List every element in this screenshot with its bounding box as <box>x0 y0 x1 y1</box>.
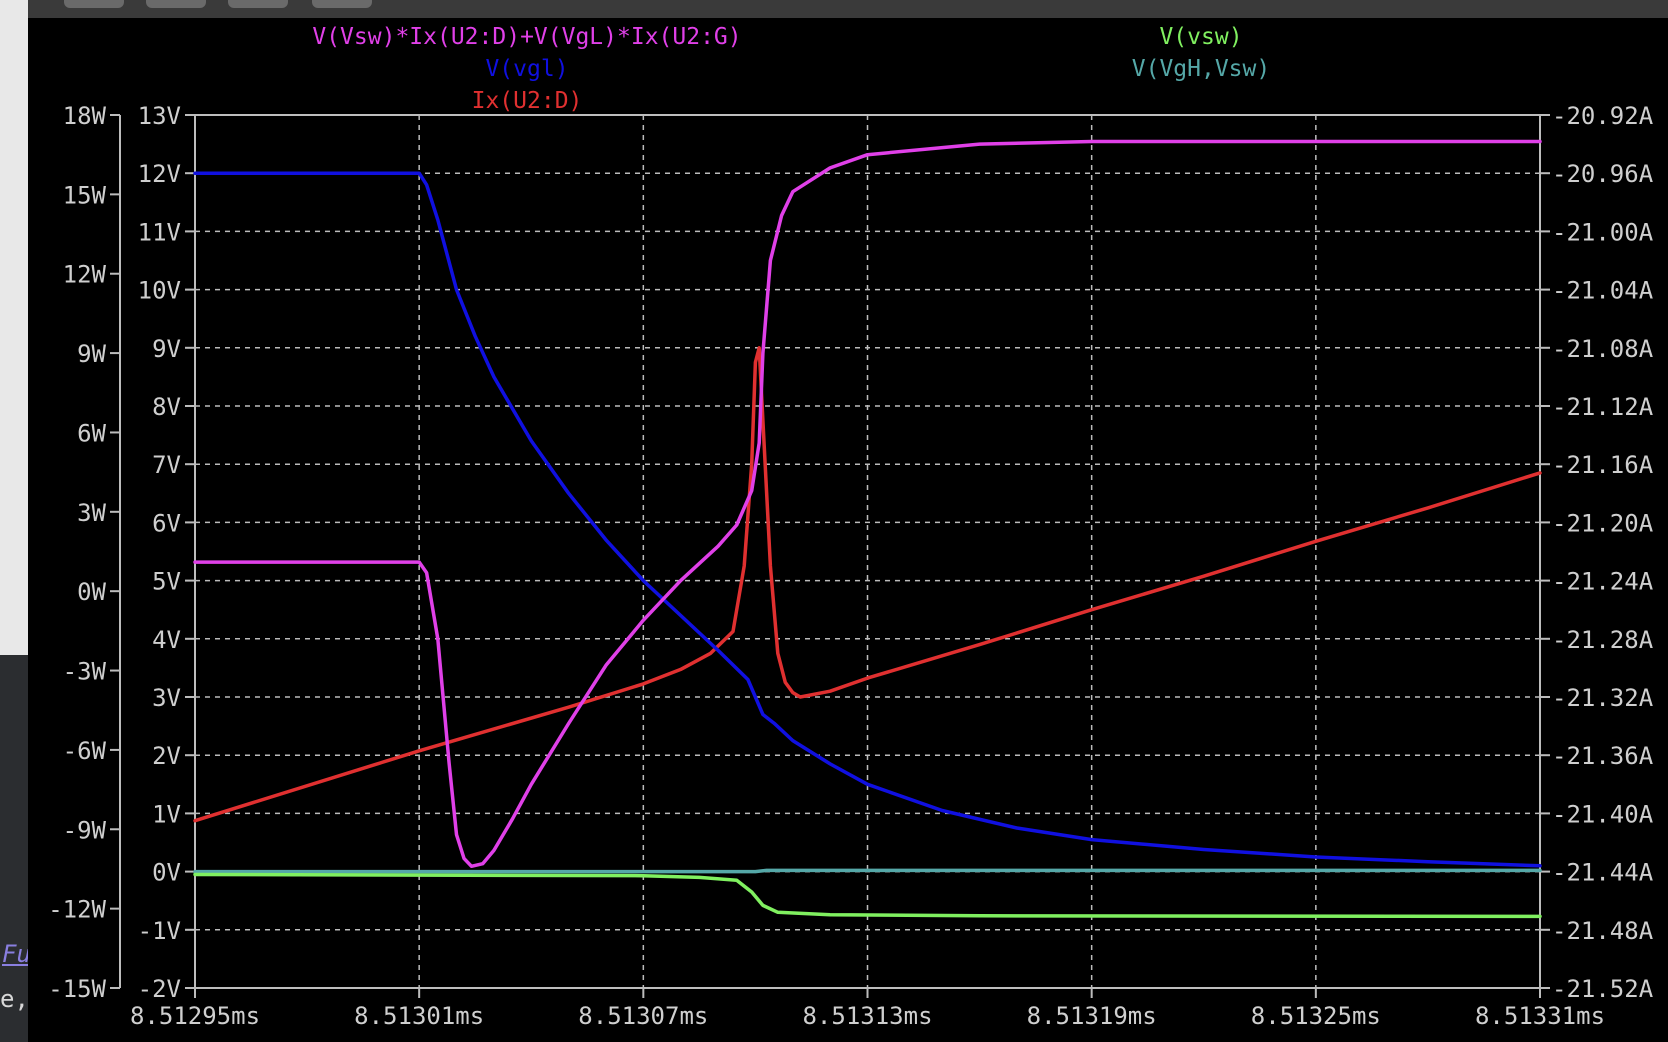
power-tick-label: -3W <box>63 658 107 686</box>
voltage-tick-label: 2V <box>152 742 181 770</box>
voltage-tick-label: 10V <box>138 277 181 305</box>
voltage-tick-label: 3V <box>152 684 181 712</box>
current-tick-label: -21.52A <box>1552 975 1654 1003</box>
trace-v-vgh-vsw[interactable] <box>193 868 1542 874</box>
voltage-tick-label: 5V <box>152 568 181 596</box>
current-tick-label: -20.96A <box>1552 160 1654 188</box>
power-tick-label: 9W <box>77 340 106 368</box>
power-tick-label: -6W <box>63 737 107 765</box>
voltage-tick-label: -1V <box>138 917 181 945</box>
power-tick-label: -12W <box>48 896 106 924</box>
toolbar-button-1[interactable] <box>64 0 124 8</box>
voltage-tick-label: -2V <box>138 975 181 1003</box>
current-tick-label: -21.00A <box>1552 218 1654 246</box>
plot-window-toolbar <box>28 0 1668 18</box>
current-tick-label: -21.44A <box>1552 859 1654 887</box>
current-tick-label: -20.92A <box>1552 102 1654 130</box>
power-tick-label: 15W <box>63 181 107 209</box>
power-tick-label: -15W <box>48 975 106 1003</box>
voltage-tick-label: 11V <box>138 218 181 246</box>
voltage-tick-label: 12V <box>138 160 181 188</box>
voltage-tick-label: 9V <box>152 335 181 363</box>
current-tick-label: -21.04A <box>1552 277 1654 305</box>
x-tick-label: 8.51307ms <box>578 1002 708 1030</box>
legend-label[interactable]: V(vsw) <box>1159 24 1242 50</box>
voltage-tick-label: 8V <box>152 393 181 421</box>
x-tick-label: 8.51295ms <box>130 1002 260 1030</box>
legend-label[interactable]: V(VgH,Vsw) <box>1132 56 1270 82</box>
x-tick-label: 8.51313ms <box>802 1002 932 1030</box>
trace-v-vsw-ix-u2-d-v-vgl-ix-u2-g[interactable] <box>193 139 1542 869</box>
legend: V(Vsw)*Ix(U2:D)+V(VgL)*Ix(U2:G) V(vgl) Ix(… <box>312 24 1270 114</box>
current-tick-label: -21.16A <box>1552 451 1654 479</box>
power-tick-label: 12W <box>63 261 107 289</box>
power-tick-label: 0W <box>77 578 106 606</box>
power-tick-label: 3W <box>77 499 106 527</box>
toolbar-button-3[interactable] <box>228 0 288 8</box>
current-tick-label: -21.24A <box>1552 568 1654 596</box>
toolbar-button-4[interactable] <box>312 0 372 8</box>
current-tick-label: -21.36A <box>1552 742 1654 770</box>
current-tick-label: -21.32A <box>1552 684 1654 712</box>
current-tick-label: -21.48A <box>1552 917 1654 945</box>
power-tick-label: -9W <box>63 816 107 844</box>
plot-frame <box>194 114 1541 989</box>
voltage-tick-label: 13V <box>138 102 181 130</box>
editor-link-snippet[interactable]: Fu <box>2 940 31 968</box>
voltage-tick-label: 0V <box>152 859 181 887</box>
x-tick-label: 8.51325ms <box>1251 1002 1381 1030</box>
current-tick-label: -21.08A <box>1552 335 1654 363</box>
x-tick-label: 8.51301ms <box>354 1002 484 1030</box>
series-traces <box>193 139 1542 919</box>
legend-label[interactable]: Ix(U2:D) <box>472 88 583 114</box>
voltage-tick-label: 6V <box>152 509 181 537</box>
axes: 8.51295ms 8.51301ms 8.51307ms 8.51313ms 8.51… <box>48 102 1653 1030</box>
voltage-tick-label: 7V <box>152 451 181 479</box>
current-tick-label: -21.40A <box>1552 800 1654 828</box>
trace-v-vgl[interactable] <box>193 171 1542 868</box>
editor-text-snippet: e, <box>0 985 29 1013</box>
x-tick-label: 8.51331ms <box>1475 1002 1605 1030</box>
x-tick-label: 8.51319ms <box>1027 1002 1157 1030</box>
legend-label[interactable]: V(vgl) <box>485 56 568 82</box>
legend-label[interactable]: V(Vsw)*Ix(U2:D)+V(VgL)*Ix(U2:G) <box>312 24 741 50</box>
voltage-tick-label: 1V <box>152 800 181 828</box>
current-tick-label: -21.28A <box>1552 626 1654 654</box>
trace-v-vsw[interactable] <box>193 872 1542 919</box>
current-tick-label: -21.12A <box>1552 393 1654 421</box>
power-tick-label: 6W <box>77 419 106 447</box>
power-tick-label: 18W <box>63 102 107 130</box>
toolbar-button-2[interactable] <box>146 0 206 8</box>
voltage-tick-label: 4V <box>152 626 181 654</box>
trace-ix-u2-d[interactable] <box>193 346 1542 823</box>
current-tick-label: -21.20A <box>1552 509 1654 537</box>
